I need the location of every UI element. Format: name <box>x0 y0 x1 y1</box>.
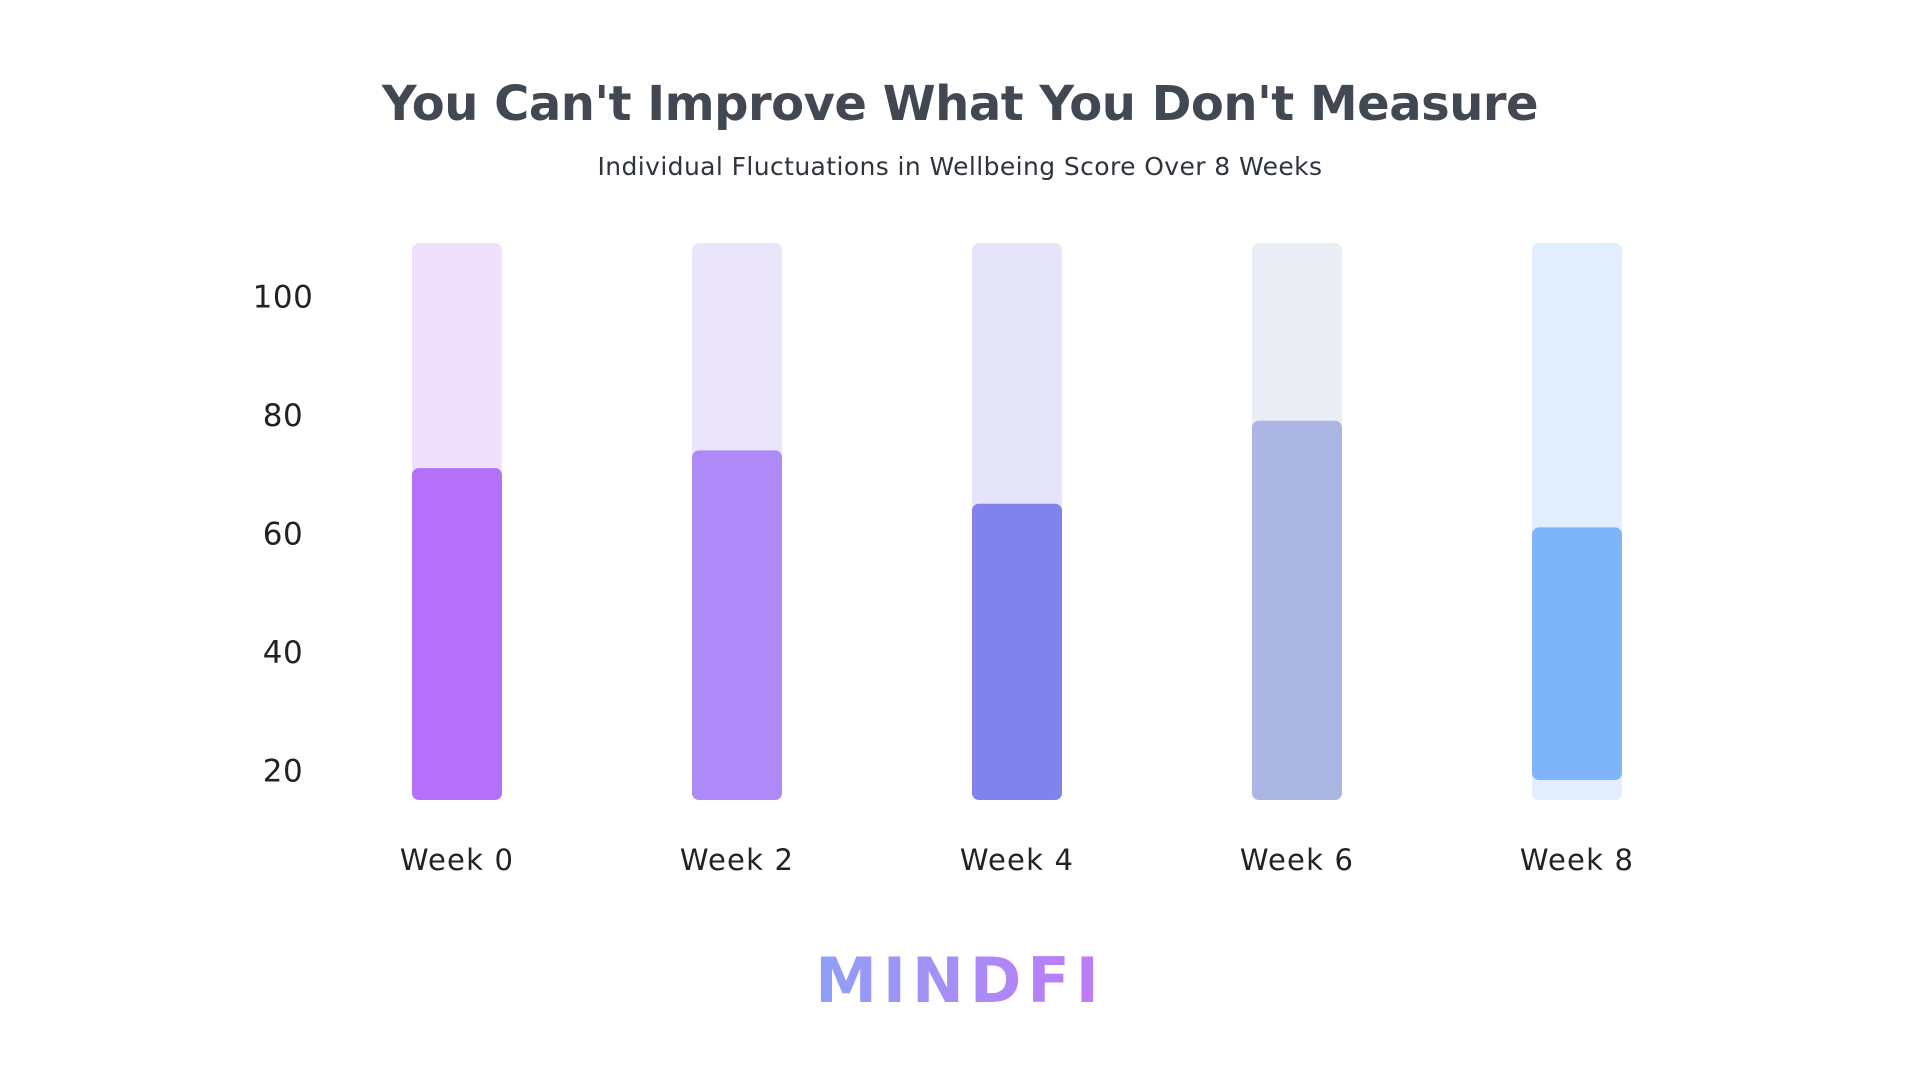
bar <box>1252 420 1342 800</box>
bar <box>972 503 1062 800</box>
x-tick-label: Week 2 <box>680 843 794 877</box>
y-tick-label: 20 <box>263 753 303 789</box>
mindfi-logo: MINDFI <box>815 944 1105 1017</box>
chart-title: You Can't Improve What You Don't Measure <box>381 76 1539 132</box>
y-tick-label: 40 <box>263 635 303 671</box>
x-axis-labels: Week 0 Week 2 Week 4 Week 6 Week 8 <box>400 843 1634 877</box>
bar-group <box>412 243 1622 800</box>
x-tick-label: Week 8 <box>1520 843 1634 877</box>
y-tick-label: 100 <box>253 279 314 315</box>
x-tick-label: Week 0 <box>400 843 514 877</box>
y-tick-label: 60 <box>263 516 303 552</box>
chart-subtitle: Individual Fluctuations in Wellbeing Sco… <box>597 152 1323 181</box>
bar <box>692 450 782 800</box>
logo-text: MINDFI <box>815 944 1105 1017</box>
y-tick-label: 80 <box>263 398 303 434</box>
y-axis-ticks: 20 40 60 80 100 <box>253 279 314 789</box>
x-tick-label: Week 6 <box>1240 843 1354 877</box>
bar <box>1532 527 1622 780</box>
bar <box>412 468 502 800</box>
x-tick-label: Week 4 <box>960 843 1074 877</box>
